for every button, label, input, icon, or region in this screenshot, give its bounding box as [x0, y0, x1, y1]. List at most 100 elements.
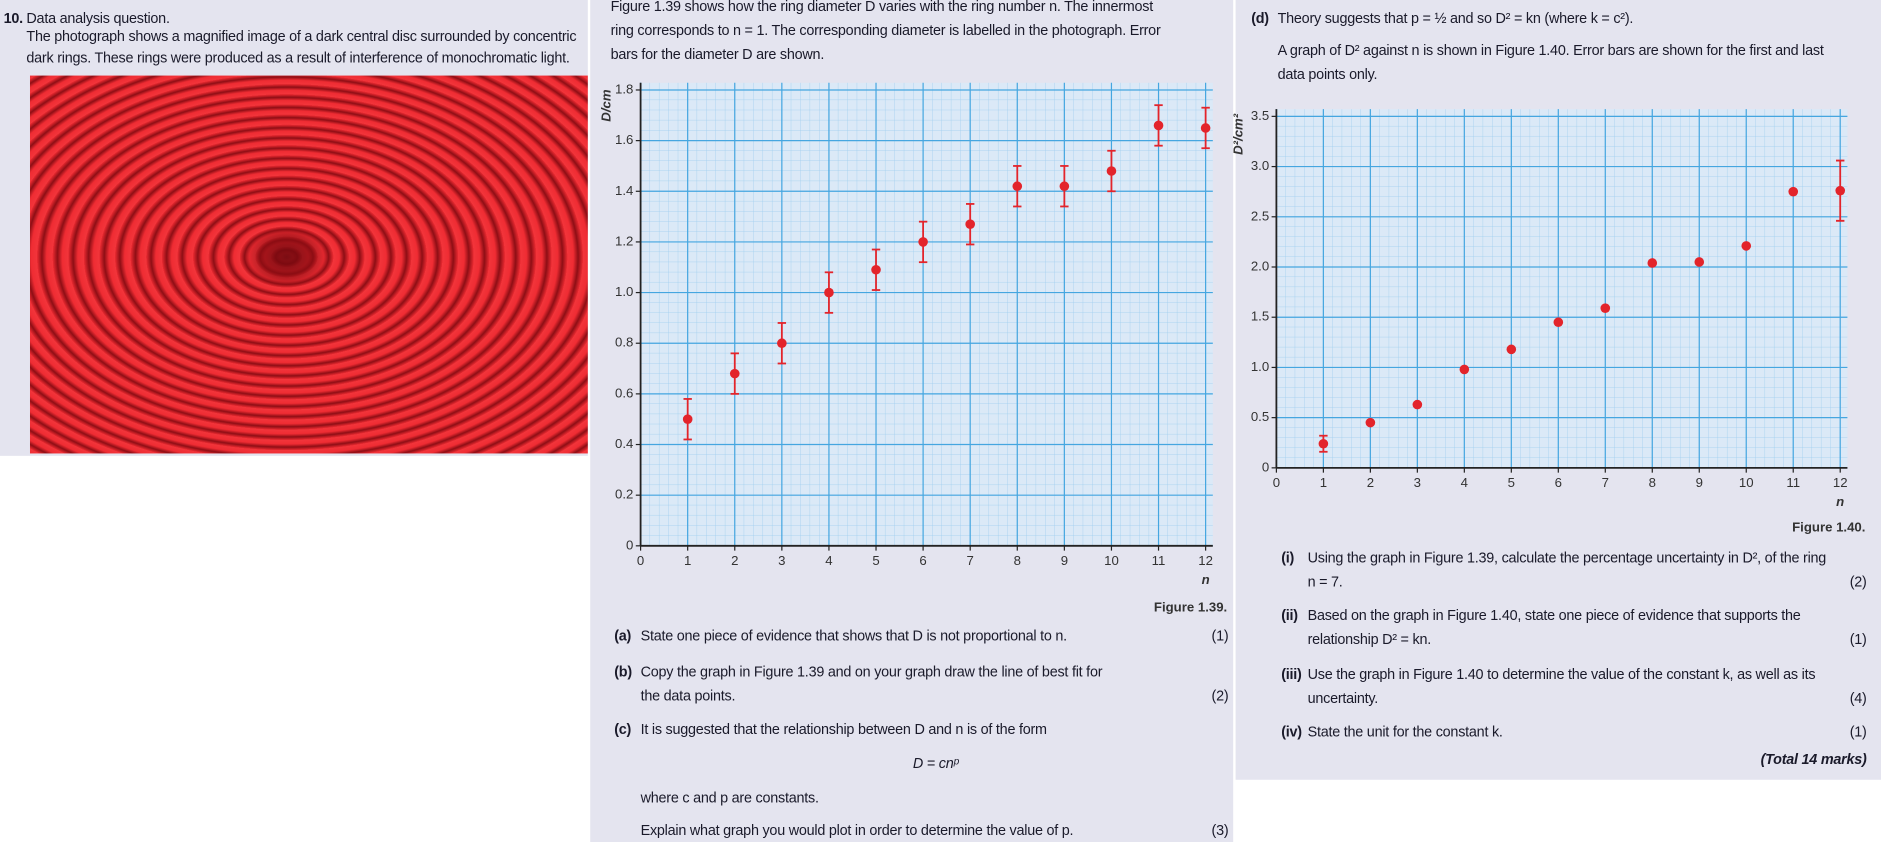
- subpart: (iv) State the unit for the constant k. …: [1281, 720, 1867, 744]
- equation: D = cnᵖ: [912, 754, 959, 772]
- x-tick-label: 7: [1602, 475, 1609, 490]
- y-tick-label: 0.5: [1251, 409, 1269, 424]
- part-label: (c): [614, 720, 632, 738]
- y-tick-label: 1.0: [615, 284, 633, 299]
- data-point: [965, 219, 975, 229]
- part-marks: (3): [1211, 821, 1229, 839]
- x-tick-label: 0: [637, 553, 644, 568]
- y-tick-label: 0.8: [615, 335, 633, 350]
- minor-grid: [1276, 109, 1848, 468]
- x-tick-label: 1: [1320, 475, 1327, 490]
- x-tick-label: 5: [872, 553, 879, 568]
- part-c-task: Explain what graph you would plot in ord…: [614, 818, 1229, 842]
- y-tick-label: 1.0: [1251, 359, 1269, 374]
- interference-photo: [29, 75, 588, 454]
- y-tick-label: 1.6: [615, 132, 633, 147]
- subpart: (i) Using the graph in Figure 1.39, calc…: [1281, 546, 1867, 594]
- x-tick-label: 4: [825, 553, 832, 568]
- part-marks: (1): [1211, 627, 1229, 645]
- x-tick-label: 12: [1833, 475, 1848, 490]
- part-label: (a): [614, 627, 632, 645]
- part-d: (d) Theory suggests that p = ½ and so D²…: [1251, 6, 1851, 30]
- question-number: 10.: [3, 9, 24, 27]
- x-tick-label: 11: [1786, 475, 1800, 490]
- part-text: where c and p are constants.: [640, 789, 819, 807]
- total-marks: (Total 14 marks): [1760, 750, 1867, 768]
- data-point: [1741, 241, 1752, 251]
- y-tick-label: 0.2: [615, 487, 633, 502]
- y-tick-label: 2.0: [1251, 258, 1269, 273]
- data-point: [1153, 120, 1164, 131]
- subpart: (iii) Use the graph in Figure 1.40 to de…: [1281, 662, 1867, 710]
- figure-caption: Figure 1.40.: [1792, 519, 1865, 534]
- part-label: (b): [614, 663, 632, 681]
- part-label: (iii): [1281, 665, 1302, 683]
- x-tick-label: 3: [778, 553, 785, 568]
- y-tick-label: 1.2: [615, 233, 633, 248]
- x-tick-label: 11: [1152, 553, 1166, 568]
- x-tick-label: 8: [1649, 475, 1656, 490]
- part-marks: (2): [1211, 687, 1229, 705]
- part-label: (ii): [1281, 607, 1298, 624]
- y-tick-label: 1.4: [615, 183, 633, 198]
- data-point: [1459, 364, 1470, 375]
- data-point: [1694, 257, 1705, 267]
- data-point: [1506, 344, 1517, 355]
- data-point: [1365, 417, 1376, 428]
- part-a: (a) State one piece of evidence that sho…: [614, 624, 1228, 648]
- part-text: Use the graph in Figure 1.40 to determin…: [1307, 665, 1816, 707]
- x-tick-label: 3: [1414, 475, 1421, 490]
- x-tick-label: 6: [1555, 475, 1562, 490]
- part-marks: (2): [1849, 573, 1867, 591]
- y-tick-label: 2.5: [1251, 208, 1269, 223]
- x-tick-label: 7: [967, 553, 974, 568]
- x-tick-label: 12: [1198, 553, 1213, 568]
- data-point: [1200, 123, 1211, 133]
- y-tick-label: 3.0: [1251, 158, 1269, 173]
- data-point: [1553, 317, 1564, 328]
- x-tick-label: 10: [1104, 553, 1119, 568]
- data-point: [777, 338, 787, 349]
- question-intro: The photograph shows a magnified image o…: [26, 27, 577, 66]
- subpart: (ii) Based on the graph in Figure 1.40, …: [1281, 603, 1867, 651]
- part-d-text: A graph of D² against n is shown in Figu…: [1277, 41, 1824, 83]
- part-marks: (4): [1849, 689, 1867, 707]
- data-point: [682, 414, 693, 424]
- x-tick-label: 1: [684, 553, 691, 568]
- x-tick-label: 0: [1273, 475, 1280, 490]
- x-tick-label: 9: [1061, 553, 1068, 568]
- part-marks: (1): [1849, 723, 1867, 741]
- figure-intro: Figure 1.39 shows how the ring diameter …: [610, 0, 1161, 63]
- part-b: (b) Copy the graph in Figure 1.39 and on…: [614, 660, 1228, 708]
- part-marks: (1): [1849, 631, 1867, 648]
- part-text: Using the graph in Figure 1.39, calculat…: [1307, 549, 1827, 591]
- part-text: Copy the graph in Figure 1.39 and on you…: [640, 663, 1103, 705]
- data-point: [1600, 303, 1611, 313]
- part-label: (i): [1281, 549, 1295, 567]
- part-text: Explain what graph you would plot in ord…: [640, 821, 1074, 839]
- part-text: Theory suggests that p = ½ and so D² = k…: [1277, 9, 1634, 27]
- part-label: (iv): [1281, 723, 1302, 741]
- x-axis-label: n: [1202, 572, 1210, 587]
- part-text: State the unit for the constant k.: [1307, 723, 1503, 741]
- data-point: [729, 368, 740, 379]
- part-text: State one piece of evidence that shows t…: [640, 627, 1068, 645]
- x-tick-label: 6: [919, 553, 926, 568]
- y-tick-label: 1.8: [615, 81, 633, 96]
- y-tick-label: 1.5: [1251, 309, 1269, 324]
- part-text: Based on the graph in Figure 1.40, state…: [1307, 607, 1801, 648]
- part-text: It is suggested that the relationship be…: [640, 720, 1047, 738]
- minor-grid: [640, 82, 1213, 546]
- part-label: (d): [1251, 9, 1269, 27]
- data-point: [871, 264, 881, 275]
- data-point: [918, 237, 928, 247]
- data-point: [1106, 166, 1117, 176]
- x-tick-label: 5: [1508, 475, 1515, 490]
- y-tick-label: 0.6: [615, 385, 633, 400]
- x-axis-label: n: [1836, 494, 1844, 509]
- x-tick-label: 10: [1739, 475, 1754, 490]
- y-tick-label: 3.5: [1251, 108, 1269, 123]
